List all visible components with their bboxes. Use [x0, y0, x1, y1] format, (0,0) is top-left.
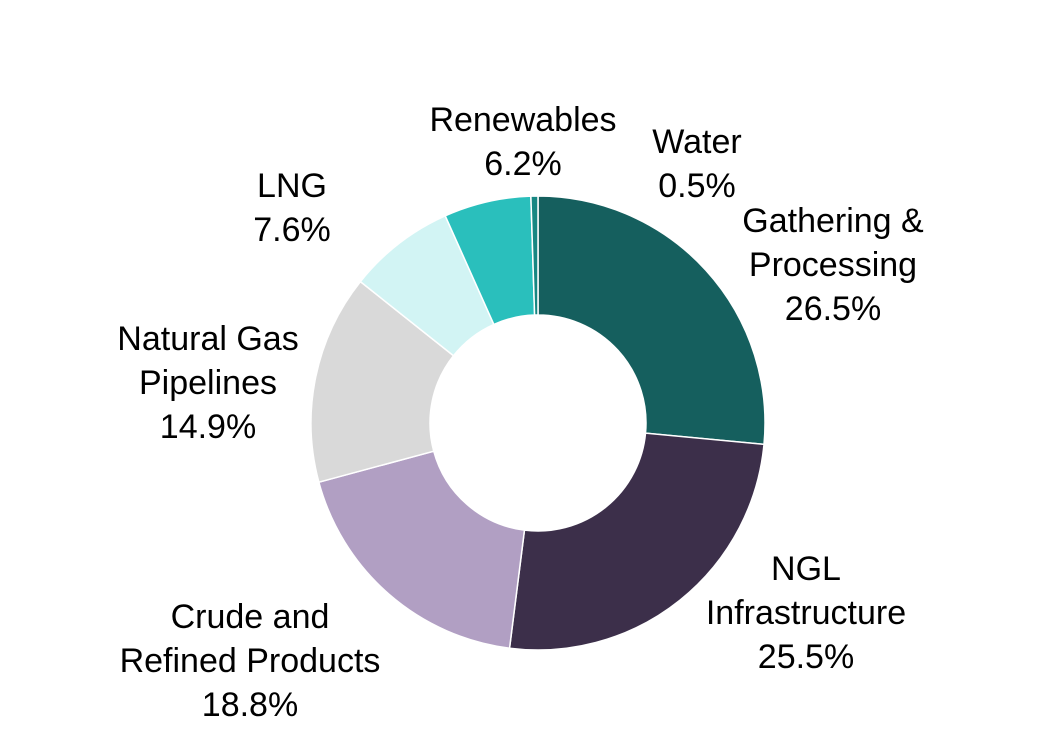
slice-natural-gas-pipelines: [310, 280, 455, 484]
slice-percent: 25.5%: [758, 638, 854, 676]
slice-name-line: Crude and: [171, 598, 330, 636]
slice-percent: 7.6%: [253, 211, 331, 249]
slice-percent: 6.2%: [484, 145, 562, 183]
slice-name-line: Refined Products: [120, 642, 381, 680]
slice-label-gathering-processing: Gathering & Processing 26.5%: [742, 202, 924, 328]
slice-name-line: Natural Gas: [117, 320, 298, 358]
slice-labels: Gathering & Processing 26.5% NGL Infrastruct…: [117, 101, 924, 724]
slice-label-crude-and-refined-products: Crude and Refined Products 18.8%: [120, 598, 381, 724]
slice-name-line: Infrastructure: [706, 594, 906, 632]
slice-label-renewables: Renewables 6.2%: [429, 101, 616, 183]
slice-name-line: Gathering &: [742, 202, 924, 240]
slice-gathering-processing: [537, 195, 766, 446]
slice-label-ngl-infrastructure: NGL Infrastructure 25.5%: [706, 550, 906, 676]
slice-name-line: Renewables: [429, 101, 616, 139]
slice-label-lng: LNG 7.6%: [253, 167, 331, 249]
slice-percent: 14.9%: [160, 408, 256, 446]
slice-percent: 18.8%: [202, 686, 298, 724]
slice-name-line: Water: [652, 123, 741, 161]
slice-label-water: Water 0.5%: [652, 123, 741, 205]
slice-crude-and-refined-products: [317, 450, 526, 650]
slice-percent: 0.5%: [658, 167, 736, 205]
slice-name-line: Processing: [749, 246, 917, 284]
donut-slices: [310, 195, 766, 651]
slice-name-line: Pipelines: [139, 364, 277, 402]
slice-name-line: NGL: [771, 550, 841, 588]
slice-name-line: LNG: [257, 167, 327, 205]
slice-percent: 26.5%: [785, 290, 881, 328]
slice-ngl-infrastructure: [508, 432, 765, 651]
slice-label-natural-gas-pipelines: Natural Gas Pipelines 14.9%: [117, 320, 298, 446]
slice-water: [530, 195, 539, 316]
